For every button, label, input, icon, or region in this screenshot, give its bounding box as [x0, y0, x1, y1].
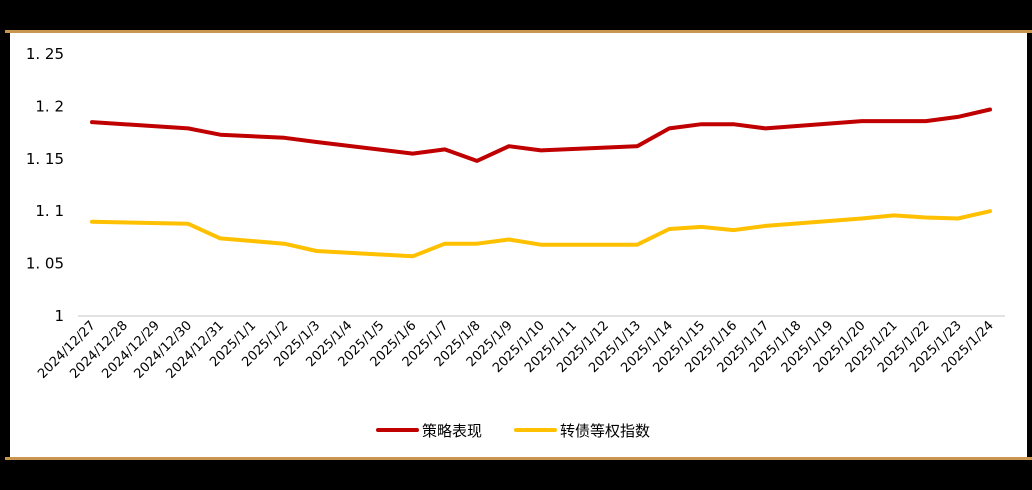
series-lines	[90, 107, 992, 259]
legend: 策略表现 转债等权指数	[376, 422, 650, 440]
y-tick-label: 1. 1	[35, 202, 64, 220]
y-tick-label: 1. 2	[35, 97, 64, 115]
x-axis: 2024/12/272024/12/282024/12/292024/12/30…	[35, 318, 997, 382]
top-accent-border	[5, 30, 1032, 33]
legend-label-index: 转债等权指数	[560, 422, 650, 440]
y-tick-label: 1. 05	[26, 255, 64, 273]
bottom-accent-border	[5, 457, 1032, 460]
series-line-strategy	[90, 107, 992, 163]
series-line-index	[90, 209, 992, 259]
y-tick-label: 1. 15	[26, 150, 64, 168]
y-tick-label: 1. 25	[26, 45, 64, 63]
y-tick-label: 1	[54, 307, 64, 325]
chart-panel	[10, 33, 1027, 457]
legend-label-strategy: 策略表现	[422, 422, 482, 440]
y-axis: 1 1. 05 1. 1 1. 15 1. 2 1. 25	[26, 45, 64, 325]
